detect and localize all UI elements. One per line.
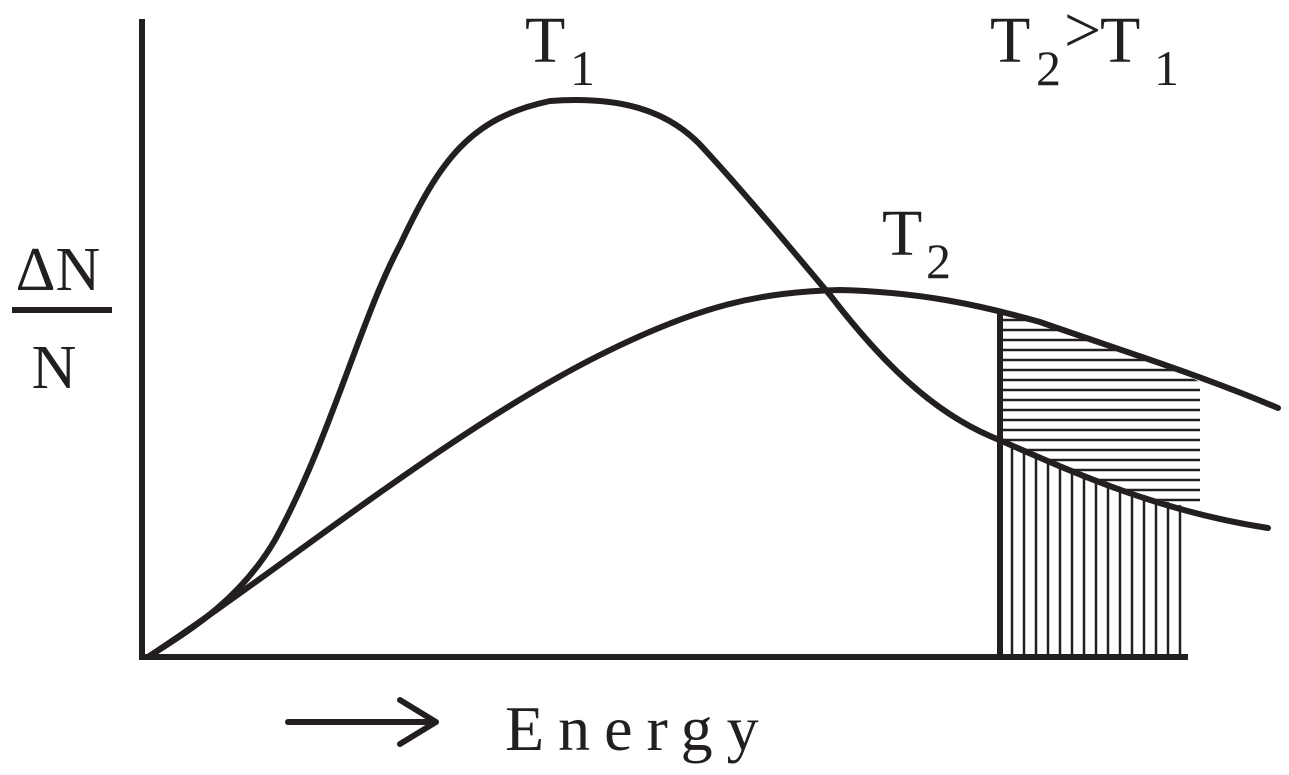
y-axis-denominator: N bbox=[32, 334, 77, 402]
t1-label-letter: T bbox=[525, 4, 565, 77]
axes bbox=[139, 19, 1188, 660]
y-axis-numerator: ΔN bbox=[16, 236, 101, 304]
t1-label-subscript: 1 bbox=[570, 40, 595, 96]
t2-label: T 2 bbox=[882, 197, 951, 289]
t2-label-letter: T bbox=[882, 197, 922, 270]
relation-operator: > bbox=[1064, 0, 1101, 67]
t2-curve bbox=[145, 287, 1281, 660]
y-axis-label: ΔN N bbox=[12, 236, 112, 402]
temperature-relation-label: T 2 > T 1 bbox=[990, 0, 1179, 96]
x-axis-label: Energy bbox=[505, 693, 773, 764]
t1-tail-hatch bbox=[1010, 440, 1182, 655]
relation-right-letter: T bbox=[1100, 4, 1140, 77]
relation-left-subscript: 2 bbox=[1036, 40, 1061, 96]
right-arrow-icon bbox=[285, 697, 439, 747]
relation-right-subscript: 1 bbox=[1154, 40, 1179, 96]
t1-curve bbox=[145, 97, 1271, 660]
t2-label-subscript: 2 bbox=[926, 233, 951, 289]
relation-left-letter: T bbox=[990, 4, 1030, 77]
t1-label: T 1 bbox=[525, 4, 595, 96]
between-curves-hatch bbox=[1000, 318, 1200, 502]
